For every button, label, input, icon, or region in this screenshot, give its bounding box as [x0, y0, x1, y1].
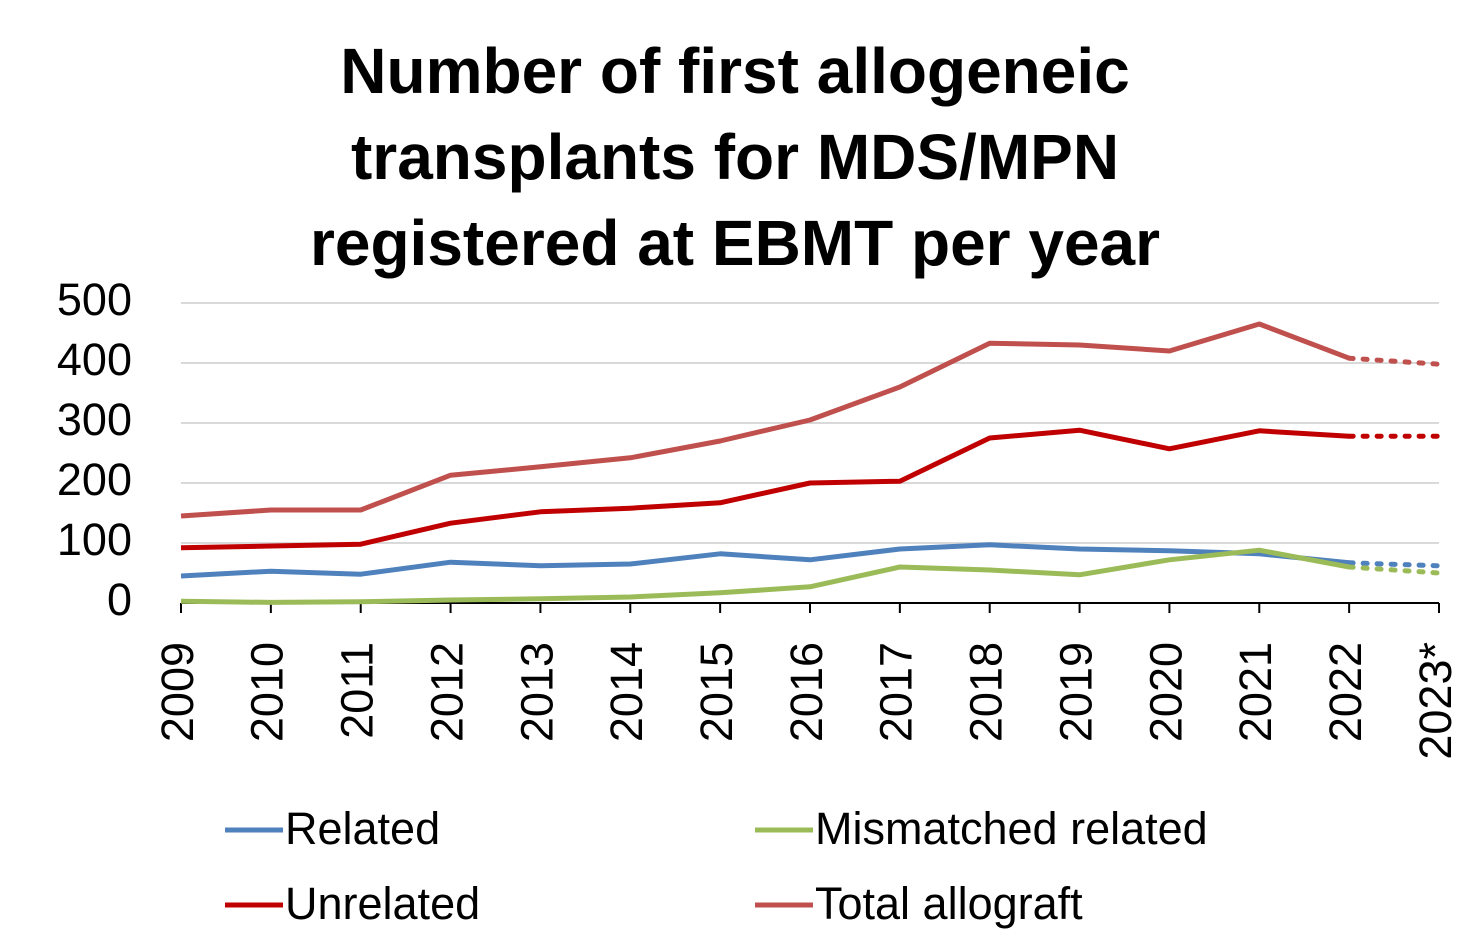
y-tick-label: 200: [57, 454, 132, 505]
y-tick-label: 0: [107, 574, 132, 625]
x-tick-label: 2012: [421, 642, 472, 742]
series-line: [180, 427, 1350, 551]
x-tick-label: 2014: [601, 642, 652, 742]
x-tick-label: 2010: [242, 642, 293, 742]
projected-segment: [1346, 564, 1442, 576]
x-tick-label: 2017: [871, 642, 922, 742]
x-tick-label: 2018: [961, 642, 1012, 742]
legend-label: Total allograft: [815, 878, 1083, 929]
x-tick-label: 2016: [781, 642, 832, 742]
series-line: [180, 547, 1350, 605]
y-tick-label: 500: [57, 274, 132, 325]
x-tick-label: 2020: [1140, 642, 1191, 742]
x-tick-label: 2019: [1050, 642, 1101, 742]
y-tick-label: 100: [57, 514, 132, 565]
x-tick-label: 2011: [332, 642, 383, 739]
legend-label: Related: [285, 803, 440, 854]
y-tick-label: 400: [57, 334, 132, 385]
y-tick-label: 300: [57, 394, 132, 445]
x-tick-label: 2021: [1230, 642, 1281, 742]
x-tick-label: 2022: [1320, 642, 1371, 742]
projected-segment: [1346, 560, 1442, 569]
series-line: [180, 321, 1351, 519]
x-tick-label: 2009: [152, 642, 203, 742]
series-line: [180, 542, 1350, 579]
chart-title: Number of first allogeneic transplants f…: [309, 35, 1161, 279]
projected-segment: [1346, 355, 1442, 367]
x-tick-label: 2023*: [1410, 642, 1458, 760]
x-tick-label: 2015: [691, 642, 742, 742]
legend-label: Unrelated: [285, 878, 480, 929]
legend-label: Mismatched related: [815, 803, 1208, 854]
x-tick-label: 2013: [511, 642, 562, 742]
